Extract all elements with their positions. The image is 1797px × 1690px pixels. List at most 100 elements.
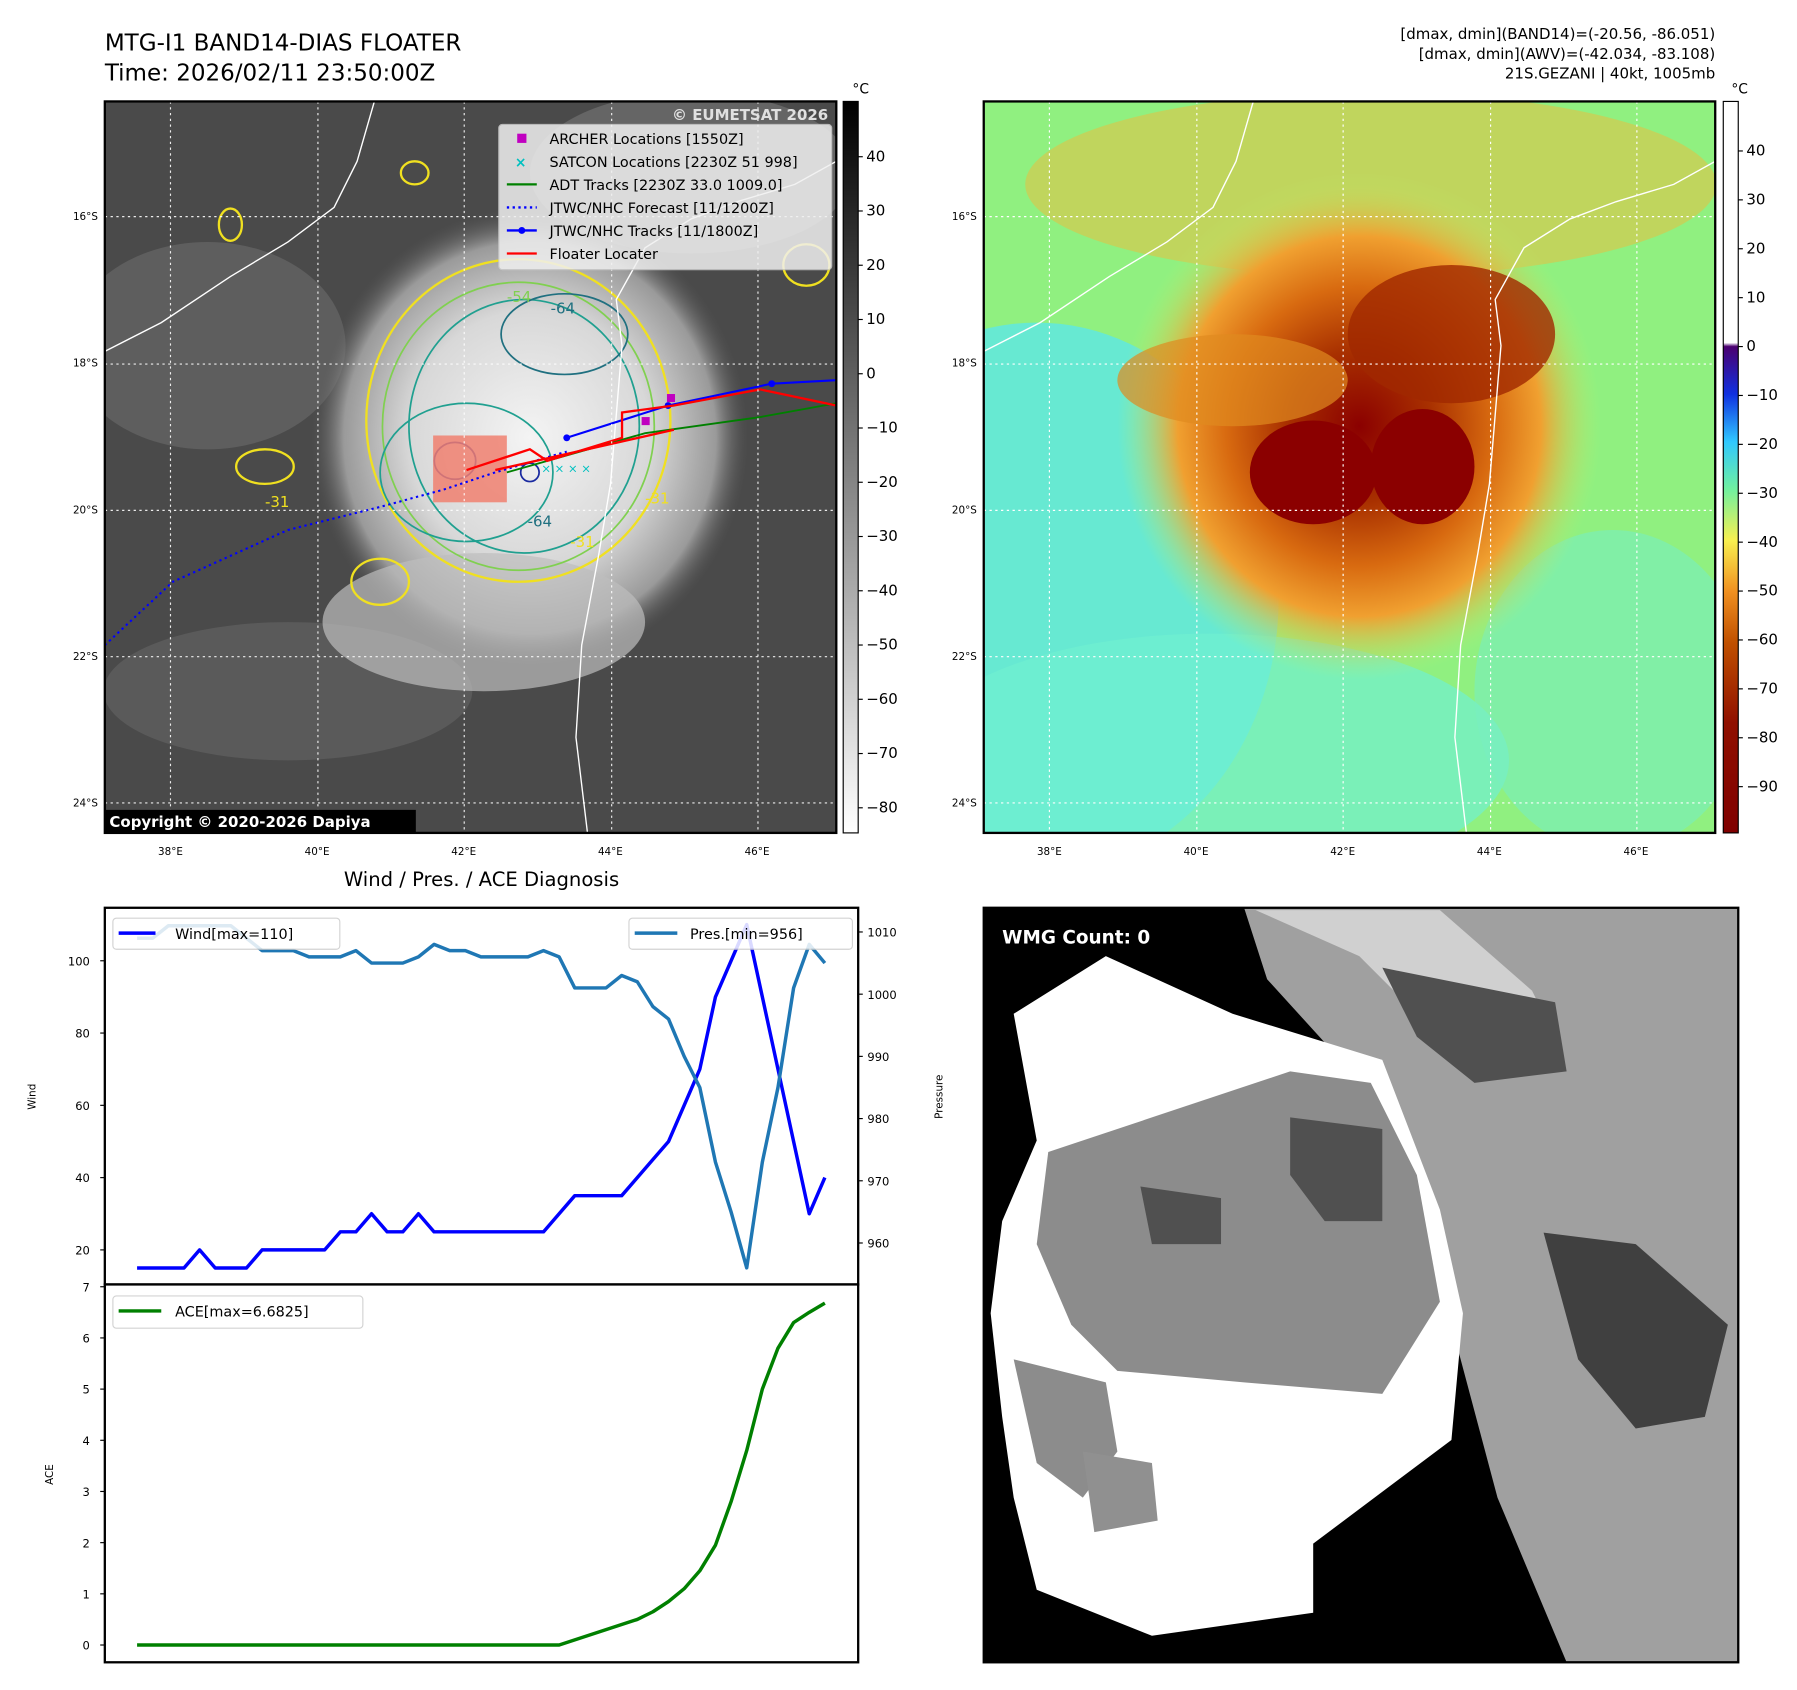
lat-label: 24°S	[952, 798, 977, 810]
colorbar-tick: 0	[1746, 337, 1756, 355]
colorbar-tick: −70	[866, 744, 898, 762]
wmg-count-label: WMG Count: 0	[1002, 927, 1150, 948]
wind-tick: 80	[75, 1027, 90, 1041]
wind-tick: 20	[75, 1244, 90, 1258]
lat-label: 22°S	[73, 651, 98, 663]
pressure-tick: 1000	[867, 988, 896, 1002]
ace-legend: ACE[max=6.6825]	[112, 1295, 364, 1329]
archer-legend-icon	[517, 133, 527, 143]
lat-label: 22°S	[952, 651, 977, 663]
lon-label: 40°E	[1184, 846, 1209, 858]
colorbar-tick: 20	[866, 256, 885, 274]
copyright-box	[104, 809, 416, 833]
ace-axis-label: ACE	[44, 1464, 56, 1485]
ace-tick: 6	[83, 1332, 90, 1346]
wind-tick: 40	[75, 1171, 90, 1185]
pressure-tick: 990	[867, 1050, 889, 1064]
colorbar-tick: −10	[866, 419, 898, 437]
colorbar-tick: −80	[1746, 728, 1778, 746]
colorbar-tick: −20	[1746, 435, 1778, 453]
ace-tick: 5	[83, 1383, 90, 1397]
lon-label: 42°E	[1330, 846, 1355, 858]
pressure-legend: Pres.[min=956]	[628, 917, 853, 950]
pressure-tick: 980	[867, 1112, 889, 1126]
colorbar-tick: −60	[866, 690, 898, 708]
ace-tick: 3	[83, 1485, 90, 1499]
legend-label: JTWC/NHC Forecast [11/1200Z]	[548, 201, 773, 217]
ace-tick: 1	[83, 1587, 90, 1601]
lon-label: 38°E	[158, 846, 183, 858]
ace-legend-label: ACE[max=6.6825]	[175, 1305, 309, 1321]
colorbar-left	[842, 100, 859, 834]
colorbar-tick: 40	[1746, 142, 1765, 160]
legend-label: JTWC/NHC Tracks [11/1800Z]	[548, 224, 758, 240]
lat-label: 18°S	[952, 358, 977, 370]
floater-locater	[495, 428, 675, 472]
wmg-map	[983, 907, 1739, 1663]
lon-label: 46°E	[1624, 846, 1649, 858]
contour-label: -31	[645, 489, 669, 507]
colorbar-tick: 40	[866, 147, 885, 165]
colorbar-tick: −20	[866, 473, 898, 491]
ace-tick: 0	[83, 1639, 90, 1653]
colorbar-right-unit: °C	[1731, 81, 1748, 97]
colorbar-tick: 0	[866, 364, 876, 382]
ace-tick: 7	[83, 1280, 90, 1294]
lon-label: 40°E	[305, 846, 330, 858]
archer-marker	[641, 417, 650, 426]
wind-series-line	[137, 922, 827, 1270]
colorbar-right	[1722, 100, 1739, 834]
watermark: © EUMETSAT 2026	[672, 106, 828, 124]
colorbar-tick: −60	[1746, 631, 1778, 649]
ace-tick: 2	[83, 1536, 90, 1550]
lat-label: 18°S	[73, 358, 98, 370]
pressure-tick: 960	[867, 1237, 889, 1251]
colorbar-tick: −80	[866, 798, 898, 816]
colorbar-tick: −90	[1746, 777, 1778, 795]
contour-label: -31	[570, 533, 594, 551]
lat-label: 20°S	[952, 504, 977, 516]
info-band14: [dmax, dmin](BAND14)=(-20.56, -86.051)	[1400, 25, 1715, 43]
colorbar-tick: −40	[866, 581, 898, 599]
colorbar-tick: −10	[1746, 386, 1778, 404]
lat-label: 20°S	[73, 504, 98, 516]
colorbar-tick: −50	[866, 636, 898, 654]
colorbar-tick: −30	[866, 527, 898, 545]
pressure-axis-label: Pressure	[933, 1075, 945, 1119]
contour-label: -64	[528, 512, 552, 530]
wind-legend: Wind[max=110]	[112, 917, 341, 950]
info-awv: [dmax, dmin](AWV)=(-42.034, -83.108)	[1419, 45, 1715, 63]
pressure-tick: 1010	[867, 926, 896, 940]
coastline	[1454, 160, 1716, 833]
colorbar-tick: −40	[1746, 533, 1778, 551]
contour-label: -54	[507, 288, 531, 306]
ace-series-line	[137, 1301, 826, 1647]
legend-label: Floater Locater	[549, 247, 658, 263]
legend-label: ADT Tracks [2230Z 33.0 1009.0]	[549, 178, 782, 194]
wind-tick: 60	[75, 1099, 90, 1113]
jtwc-track	[566, 379, 837, 439]
colorbar-tick: −50	[1746, 582, 1778, 600]
lon-label: 42°E	[451, 846, 476, 858]
lon-label: 44°E	[598, 846, 623, 858]
satcon-legend-icon: ×	[515, 155, 527, 171]
contour-label: -64	[551, 299, 575, 317]
colorbar-tick: −30	[1746, 484, 1778, 502]
wind-legend-label: Wind[max=110]	[175, 927, 293, 943]
wind-axis-label: Wind	[27, 1084, 39, 1110]
satcon-marker: × × × ×	[541, 461, 591, 475]
map-legend: × ARCHER Locations [1550Z] SATCON Locati…	[498, 123, 833, 271]
contour-label: -31	[265, 493, 289, 511]
pressure-legend-label: Pres.[min=956]	[690, 927, 803, 943]
legend-label: ARCHER Locations [1550Z]	[549, 132, 743, 148]
floater-locater	[466, 388, 837, 472]
awv-map	[983, 101, 1716, 833]
colorbar-tick: 20	[1746, 239, 1765, 257]
colorbar-tick: 10	[1746, 288, 1765, 306]
coastline	[983, 101, 1254, 353]
archer-marker	[666, 394, 676, 403]
pressure-tick: 970	[867, 1174, 889, 1188]
copyright-text: Copyright © 2020-2026 Dapiya	[109, 813, 370, 831]
lon-label: 38°E	[1037, 846, 1062, 858]
